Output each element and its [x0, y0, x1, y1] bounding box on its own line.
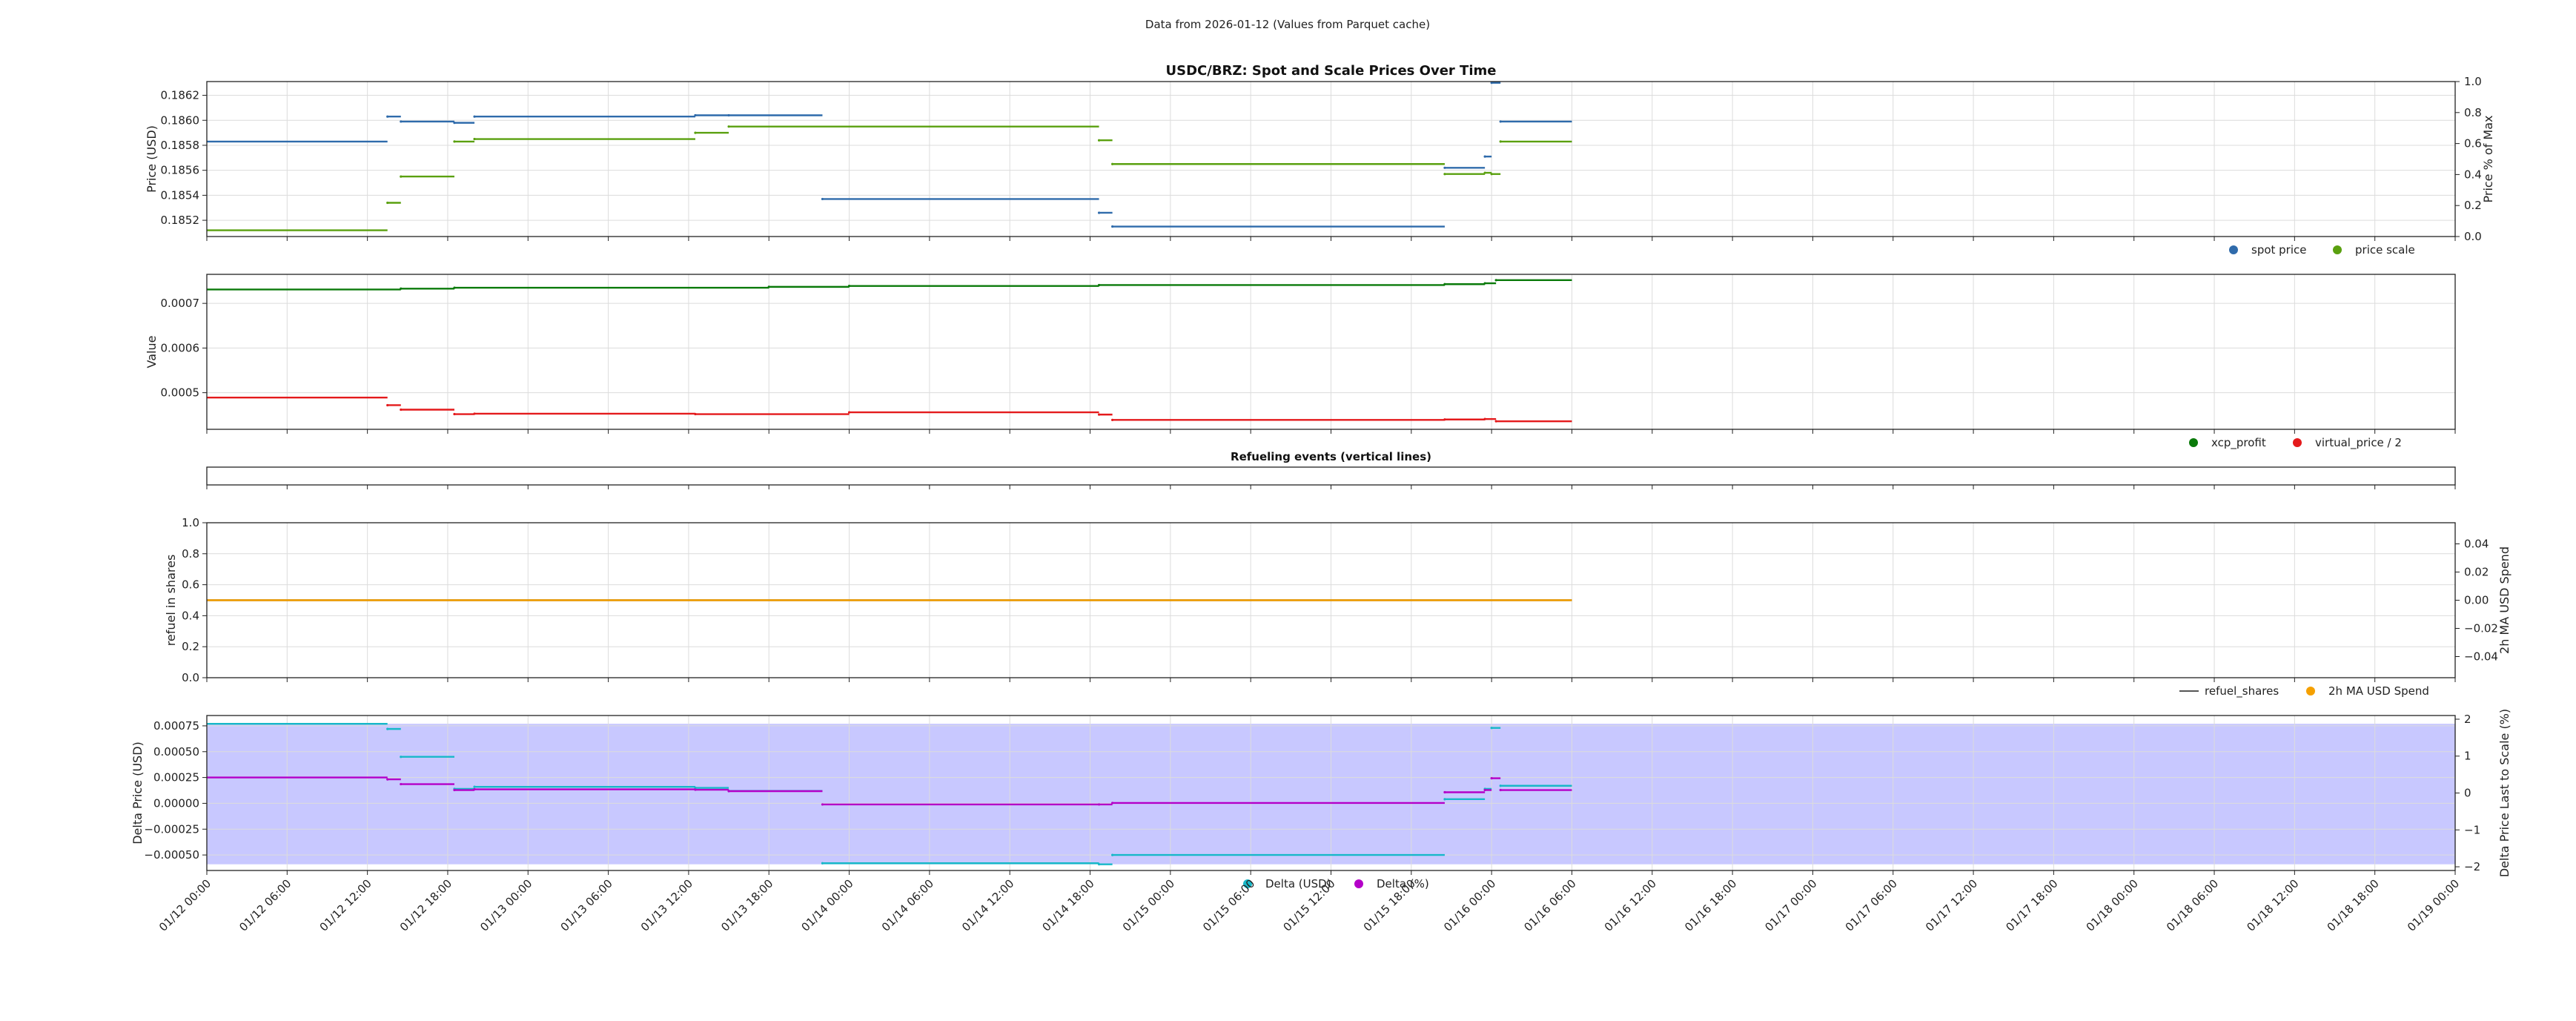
x-tick-label: 01/18 00:00	[2084, 876, 2141, 934]
y2-tick-label: 0.02	[2464, 566, 2489, 579]
y-tick-label: 0.1852	[161, 214, 200, 227]
y2-tick-label: −0.04	[2464, 650, 2498, 664]
y-tick-label: 0.00025	[153, 771, 199, 784]
y2-tick-label: −0.02	[2464, 622, 2498, 635]
suptitle: Data from 2026-01-12 (Values from Parque…	[1145, 18, 1430, 31]
y-axis-label: Delta Price (USD)	[130, 741, 145, 845]
panel-4: 0.0 0.2 0.4 0.6 0.8 1.0 −0.04 −0.02 0.00 0.02 0.04…	[164, 516, 2512, 698]
y-tick-label: 0.0	[182, 671, 199, 684]
y-tick-label: 0.0005	[161, 386, 200, 400]
x-tick-label: 01/15 06:00	[1200, 876, 1257, 934]
y-tick-label: 0.2	[182, 640, 199, 653]
x-tick-label: 01/17 18:00	[2003, 876, 2060, 934]
x-tick-label: 01/17 00:00	[1762, 876, 1819, 934]
panel-title: Refueling events (vertical lines)	[1231, 450, 1431, 463]
y-tick-label: 0.1858	[161, 139, 200, 152]
y-tick-label: −0.00050	[144, 848, 199, 862]
x-tick-label: 01/13 00:00	[477, 876, 534, 934]
panel-5: −0.00050 −0.00025 0.00000 0.00025 0.00050 0.0…	[130, 709, 2512, 891]
y-tick-label: 0.4	[182, 609, 199, 622]
y-tick-label: 0.8	[182, 547, 199, 561]
x-tick-label: 01/14 00:00	[799, 876, 856, 934]
y2-tick-label: −1	[2464, 823, 2480, 836]
y-axis-label: Price (USD)	[145, 125, 159, 193]
x-tick-label: 01/12 18:00	[397, 876, 454, 934]
legend-label: xcp_profit	[2211, 436, 2266, 450]
y-tick-label: 0.00075	[153, 719, 199, 733]
y-tick-label: 0.1854	[161, 188, 200, 202]
y2-tick-label: 0.8	[2464, 106, 2482, 119]
y2-tick-label: 2	[2464, 713, 2471, 726]
x-tick-label: 01/14 12:00	[959, 876, 1016, 934]
x-tick-label: 01/14 18:00	[1039, 876, 1096, 934]
x-tick-label: 01/13 18:00	[718, 876, 775, 934]
legend-marker	[2293, 438, 2302, 447]
y-tick-label: 0.1860	[161, 113, 200, 127]
y2-tick-label: 1.0	[2464, 75, 2482, 88]
panel-title: USDC/BRZ: Spot and Scale Prices Over Tim…	[1166, 63, 1497, 79]
y-axis-label: Value	[145, 336, 159, 369]
x-tick-label: 01/19 00:00	[2405, 876, 2462, 934]
x-tick-label: 01/12 00:00	[156, 876, 213, 934]
x-tick-label: 01/18 18:00	[2325, 876, 2382, 934]
y2-tick-label: 0.04	[2464, 538, 2489, 551]
x-tick-label: 01/16 18:00	[1682, 876, 1739, 934]
panels: 0.18520.18540.18560.18580.18600.18620.00…	[130, 63, 2512, 934]
legend-marker	[2333, 245, 2342, 254]
y2-axis-label: Delta Price Last to Scale (%)	[2497, 709, 2512, 877]
y2-tick-label: 0	[2464, 787, 2471, 800]
y-tick-label: 0.0006	[161, 341, 200, 354]
axes-frame	[206, 466, 2456, 486]
y2-tick-label: 0.0	[2464, 230, 2482, 243]
legend-marker	[2189, 438, 2198, 447]
legend-label: Delta (USD)	[1265, 877, 1331, 891]
panel-2: 0.0005 0.0006 0.0007 Value xcp_profit virtual…	[145, 274, 2456, 450]
x-tick-label: 01/12 06:00	[236, 876, 294, 934]
y-axis-label: refuel in shares	[164, 555, 178, 647]
y-tick-label: 0.1862	[161, 89, 200, 102]
x-tick-label: 01/18 12:00	[2244, 876, 2301, 934]
legend-label: virtual_price / 2	[2315, 436, 2402, 450]
legend-label: 2h MA USD Spend	[2328, 684, 2429, 698]
y2-axis-label: Price % of Max	[2481, 116, 2495, 203]
x-tick-label: 01/16 12:00	[1602, 876, 1659, 934]
legend-label: spot price	[2251, 243, 2307, 257]
x-tick-label: 01/13 12:00	[638, 876, 695, 934]
x-tick-label: 01/15 00:00	[1120, 876, 1177, 934]
y2-tick-label: −2	[2464, 860, 2480, 873]
y-tick-label: 0.0007	[161, 297, 200, 310]
x-tick-label: 01/17 06:00	[1843, 876, 1900, 934]
panel-1: 0.1852 0.1854 0.1856 0.1858 0.1860 0.1862 0.0 0…	[145, 63, 2495, 257]
y-tick-label: 0.00000	[153, 796, 199, 810]
legend-marker	[2306, 687, 2315, 695]
legend-marker	[1243, 879, 1252, 888]
y2-tick-label: 1	[2464, 750, 2471, 763]
y2-tick-label: 0.2	[2464, 199, 2482, 212]
y-tick-label: 0.6	[182, 578, 199, 592]
y-tick-label: 1.0	[182, 516, 199, 529]
y-tick-label: −0.00025	[144, 822, 199, 836]
y-tick-label: 0.00050	[153, 745, 199, 759]
x-tick-label: 01/16 00:00	[1441, 876, 1498, 934]
panel-3: Refueling events (vertical lines)	[206, 450, 2456, 489]
y2-tick-label: 0.00	[2464, 594, 2489, 607]
x-tick-label: 01/17 12:00	[1923, 876, 1980, 934]
x-tick-label: 01/18 06:00	[2164, 876, 2221, 934]
x-tick-label: 01/13 06:00	[558, 876, 615, 934]
legend-label: refuel_shares	[2205, 684, 2279, 698]
legend-marker	[1354, 879, 1363, 888]
legend-label: price scale	[2355, 243, 2415, 257]
y-tick-label: 0.1856	[161, 164, 200, 177]
x-tick-label: 01/14 06:00	[879, 876, 936, 934]
x-tick-label: 01/16 06:00	[1521, 876, 1578, 934]
y2-tick-label: 0.6	[2464, 137, 2482, 151]
y2-axis-label: 2h MA USD Spend	[2497, 546, 2512, 654]
legend-marker	[2229, 245, 2238, 254]
legend-label: Delta (%)	[1377, 877, 1429, 891]
y2-tick-label: 0.4	[2464, 168, 2482, 181]
x-tick-label: 01/12 12:00	[317, 876, 374, 934]
